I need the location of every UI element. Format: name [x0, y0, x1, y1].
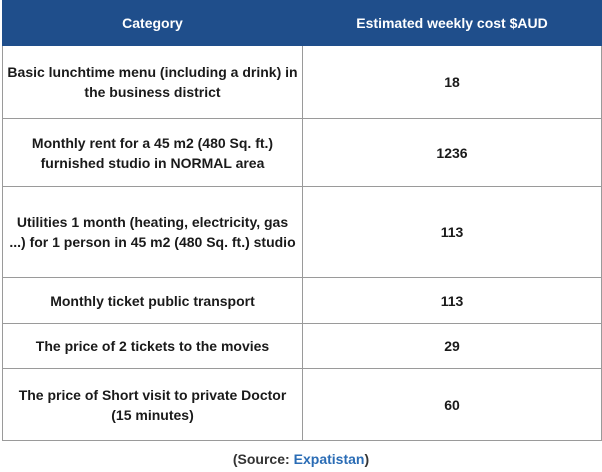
cost-cell: 1236 [302, 118, 602, 187]
cost-cell: 29 [302, 323, 602, 369]
table-row: Monthly ticket public transport 113 [2, 277, 602, 324]
cost-cell: 113 [302, 186, 602, 278]
category-cell: Utilities 1 month (heating, electricity,… [2, 186, 303, 278]
source-link[interactable]: Expatistan [293, 451, 365, 467]
table-row: The price of Short visit to private Doct… [2, 368, 602, 441]
category-cell: The price of Short visit to private Doct… [2, 368, 303, 441]
cost-table: Category Estimated weekly cost $AUD Basi… [2, 0, 602, 441]
table-header: Category Estimated weekly cost $AUD [2, 0, 602, 46]
header-row: Category Estimated weekly cost $AUD [2, 0, 602, 46]
table-row: The price of 2 tickets to the movies 29 [2, 323, 602, 369]
cost-cell: 113 [302, 277, 602, 324]
category-cell: Monthly ticket public transport [2, 277, 303, 324]
table-row: Basic lunchtime menu (including a drink)… [2, 45, 602, 119]
header-cell: Category [2, 0, 303, 46]
category-cell: Monthly rent for a 45 m2 (480 Sq. ft.) f… [2, 118, 303, 187]
table-body: Basic lunchtime menu (including a drink)… [2, 45, 602, 441]
source-note: (Source: Expatistan) [0, 451, 602, 467]
table-row: Utilities 1 month (heating, electricity,… [2, 186, 602, 278]
table-row: Monthly rent for a 45 m2 (480 Sq. ft.) f… [2, 118, 602, 187]
cost-cell: 60 [302, 368, 602, 441]
cost-cell: 18 [302, 45, 602, 119]
source-prefix: (Source: [232, 451, 290, 467]
category-cell: The price of 2 tickets to the movies [2, 323, 303, 369]
source-suffix: ) [364, 451, 370, 467]
header-cell: Estimated weekly cost $AUD [302, 0, 602, 46]
category-cell: Basic lunchtime menu (including a drink)… [2, 45, 303, 119]
